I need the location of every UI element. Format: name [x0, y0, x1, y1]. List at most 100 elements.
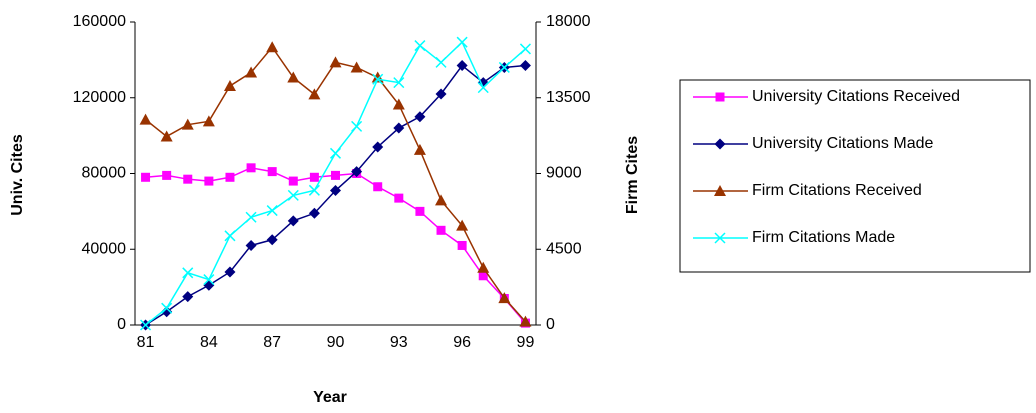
data-point — [287, 215, 299, 227]
data-point — [372, 73, 384, 85]
data-point — [415, 206, 425, 216]
legend-label: Firm Citations Made — [752, 229, 895, 246]
data-point — [204, 176, 214, 186]
data-point — [160, 130, 173, 142]
data-point — [224, 230, 236, 242]
data-point — [141, 172, 151, 182]
data-point — [182, 291, 194, 303]
data-point — [519, 60, 531, 72]
data-point — [393, 122, 405, 134]
data-point — [414, 40, 426, 52]
data-point — [288, 176, 298, 186]
legend-marker — [714, 185, 726, 196]
data-point — [392, 98, 405, 110]
series-line — [145, 46, 527, 323]
x-tick-label: 96 — [453, 334, 471, 351]
data-point — [393, 77, 405, 89]
legend-label: University Citations Received — [752, 88, 960, 105]
data-point — [498, 61, 510, 73]
data-point — [308, 184, 320, 196]
data-point — [329, 147, 342, 159]
y-tick-label: 120000 — [73, 89, 126, 106]
x-tick-label: 87 — [263, 334, 281, 351]
data-point — [351, 166, 363, 178]
data-point — [203, 279, 215, 291]
data-point — [477, 82, 489, 94]
data-point — [413, 143, 426, 155]
legend-label: Firm Citations Received — [752, 182, 922, 199]
data-point — [140, 319, 152, 331]
data-point — [181, 118, 194, 130]
data-point — [246, 163, 256, 173]
x-tick-label: 81 — [137, 334, 155, 351]
data-point — [203, 274, 215, 286]
data-point — [478, 271, 488, 281]
data-point — [330, 185, 341, 197]
data-point — [350, 61, 363, 73]
data-point — [372, 141, 384, 153]
y-tick-label: 0 — [117, 316, 126, 333]
data-point — [351, 120, 363, 132]
data-point — [161, 306, 173, 318]
y2-tick-label: 9000 — [546, 165, 582, 182]
data-point — [373, 182, 383, 192]
y-tick-label: 40000 — [82, 240, 127, 257]
data-point — [456, 60, 468, 72]
data-point — [456, 36, 468, 48]
data-point — [162, 170, 172, 180]
x-tick-label: 99 — [517, 334, 535, 351]
data-point — [245, 66, 258, 78]
data-point — [456, 219, 469, 231]
data-point — [519, 315, 532, 327]
y-tick-label: 160000 — [73, 13, 126, 30]
legend-marker — [714, 232, 726, 244]
data-point — [202, 115, 215, 127]
data-point — [435, 88, 447, 100]
data-point — [266, 234, 278, 246]
x-tick-label: 84 — [200, 334, 218, 351]
y2-tick-label: 18000 — [546, 13, 591, 30]
data-point — [225, 172, 235, 182]
legend-label: University Citations Made — [752, 135, 934, 152]
data-point — [287, 71, 300, 83]
data-point — [394, 193, 404, 203]
y2-tick-label: 4500 — [546, 240, 582, 257]
y-axis-title: Univ. Cites — [9, 134, 26, 216]
data-point — [245, 239, 257, 251]
legend-marker — [714, 138, 726, 150]
data-point — [519, 43, 531, 55]
data-point — [309, 172, 319, 182]
data-point — [224, 266, 236, 278]
data-point — [329, 56, 342, 68]
data-point — [266, 41, 279, 53]
y-tick-label: 80000 — [82, 165, 127, 182]
data-point — [477, 261, 490, 273]
data-point — [266, 205, 278, 217]
data-point — [183, 174, 193, 184]
y2-tick-label: 0 — [546, 316, 555, 333]
x-tick-label: 90 — [327, 334, 345, 351]
y2-axis-title: Firm Cites — [624, 136, 641, 214]
data-point — [331, 170, 340, 180]
y2-tick-label: 13500 — [546, 89, 591, 106]
legend-marker — [715, 92, 725, 102]
data-point — [308, 207, 320, 219]
data-point — [414, 111, 426, 123]
legend-box — [679, 79, 1031, 273]
data-point — [287, 189, 299, 201]
data-point — [457, 240, 467, 250]
x-tick-label: 93 — [390, 334, 408, 351]
data-point — [161, 302, 173, 314]
data-point — [436, 225, 446, 235]
data-point — [267, 167, 277, 177]
data-point — [498, 292, 511, 304]
series-line — [145, 40, 526, 326]
data-point — [308, 88, 321, 100]
data-point — [245, 211, 257, 223]
x-axis-title: Year — [313, 389, 347, 406]
data-point — [223, 79, 236, 91]
data-point — [435, 56, 447, 68]
data-point — [435, 194, 448, 206]
data-point — [182, 267, 194, 279]
